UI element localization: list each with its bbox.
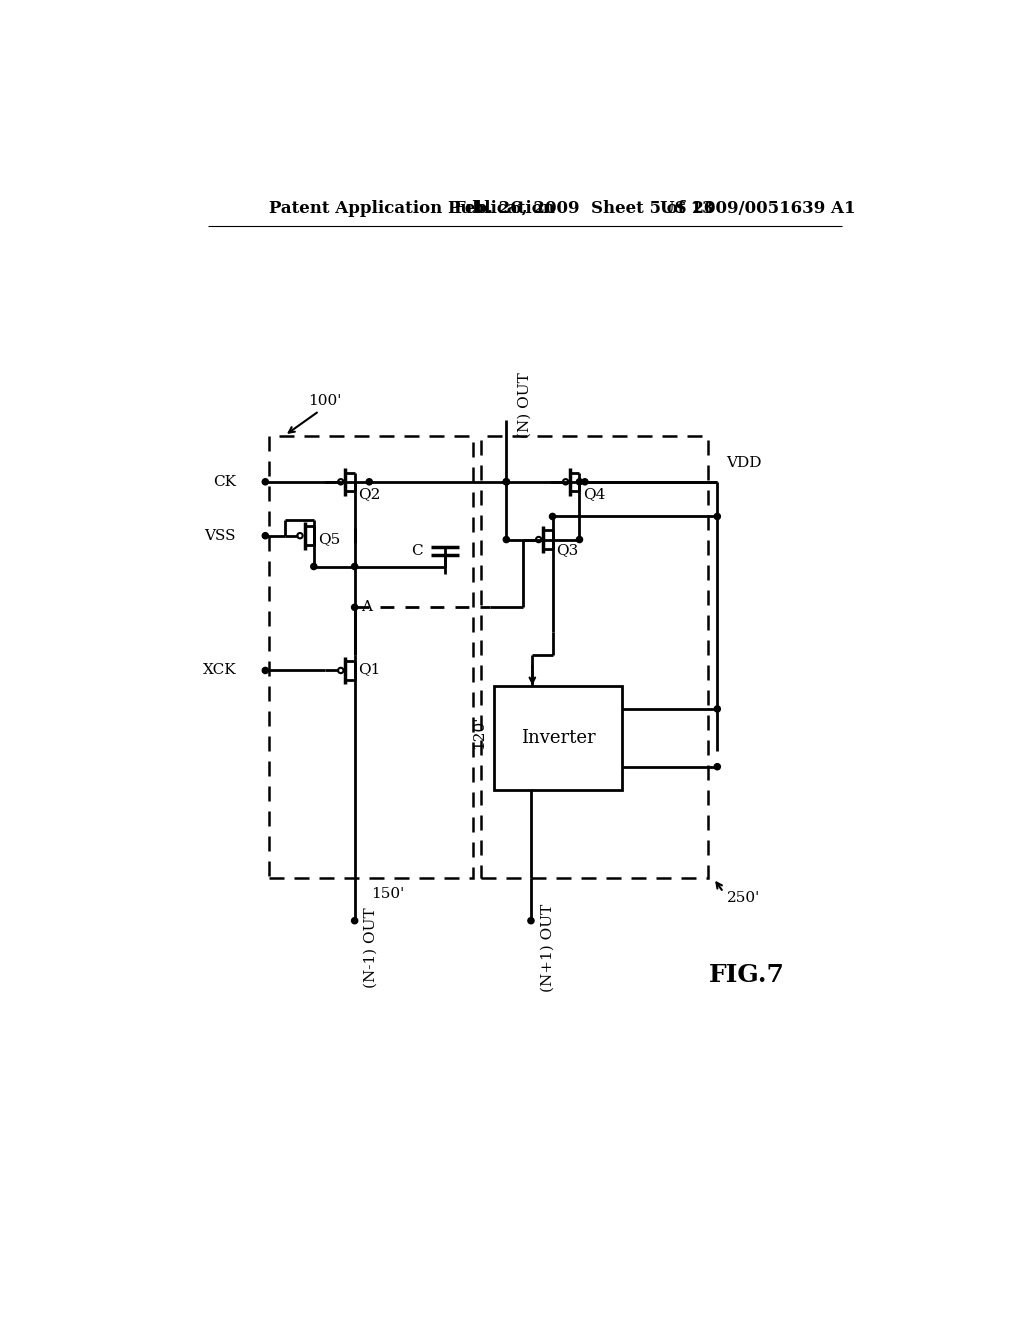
Text: A: A <box>360 601 372 614</box>
Text: Feb. 26, 2009  Sheet 5 of 13: Feb. 26, 2009 Sheet 5 of 13 <box>454 199 714 216</box>
Circle shape <box>503 479 509 484</box>
Text: Q3: Q3 <box>556 544 579 557</box>
Text: Q5: Q5 <box>317 532 340 546</box>
Circle shape <box>262 532 268 539</box>
Text: (N) OUT: (N) OUT <box>518 372 531 438</box>
Circle shape <box>714 763 720 770</box>
Text: Patent Application Publication: Patent Application Publication <box>269 199 555 216</box>
Circle shape <box>351 564 357 570</box>
Text: (N+1) OUT: (N+1) OUT <box>541 903 554 991</box>
Circle shape <box>577 479 583 484</box>
Text: 100': 100' <box>308 393 341 408</box>
Text: C: C <box>412 544 423 558</box>
Text: US 2009/0051639 A1: US 2009/0051639 A1 <box>660 199 856 216</box>
Circle shape <box>351 917 357 924</box>
Circle shape <box>577 536 583 543</box>
Text: Q4: Q4 <box>584 487 605 502</box>
Circle shape <box>714 513 720 520</box>
Bar <box>269 436 473 878</box>
Text: Q1: Q1 <box>358 661 381 676</box>
Text: (N-1) OUT: (N-1) OUT <box>364 907 378 987</box>
Text: VDD: VDD <box>727 455 762 470</box>
Circle shape <box>351 605 357 610</box>
Circle shape <box>582 479 588 484</box>
Text: FIG.7: FIG.7 <box>709 962 784 986</box>
Text: 120': 120' <box>472 715 486 748</box>
Circle shape <box>367 479 373 484</box>
Circle shape <box>528 917 535 924</box>
Text: 250': 250' <box>727 891 760 904</box>
Circle shape <box>262 668 268 673</box>
Circle shape <box>310 564 316 570</box>
Circle shape <box>714 706 720 711</box>
Text: Inverter: Inverter <box>520 729 595 747</box>
Text: XCK: XCK <box>203 664 237 677</box>
Bar <box>481 436 708 878</box>
Text: CK: CK <box>213 475 237 488</box>
Text: 150': 150' <box>372 887 404 900</box>
Circle shape <box>262 479 268 484</box>
Text: Q2: Q2 <box>358 487 381 502</box>
Text: VSS: VSS <box>205 529 237 543</box>
Bar <box>494 686 622 789</box>
Circle shape <box>503 479 509 484</box>
Circle shape <box>503 536 509 543</box>
Circle shape <box>550 513 556 520</box>
